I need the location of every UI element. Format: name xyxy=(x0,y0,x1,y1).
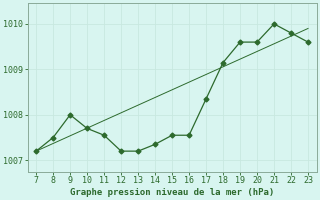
X-axis label: Graphe pression niveau de la mer (hPa): Graphe pression niveau de la mer (hPa) xyxy=(70,188,274,197)
